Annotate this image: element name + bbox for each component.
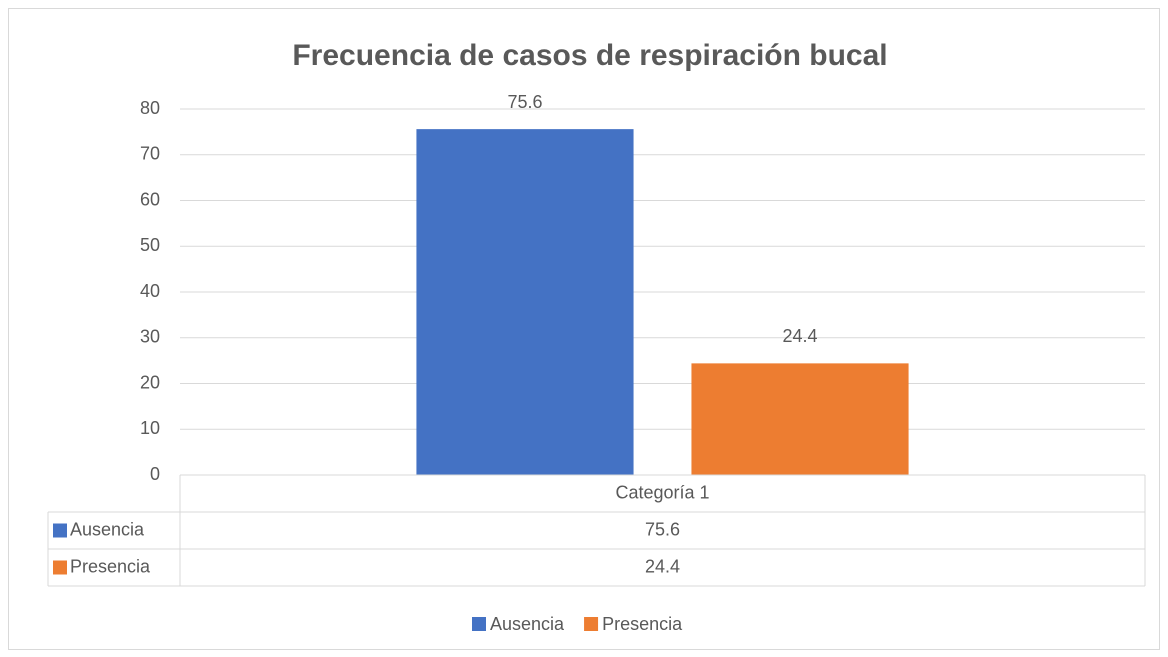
x-tick-label: Categoría 1 (615, 482, 709, 502)
chart-title: Frecuencia de casos de respiración bucal (292, 39, 887, 72)
data-label: 75.6 (507, 92, 542, 112)
table-value: 24.4 (645, 556, 680, 576)
legend-key (584, 617, 599, 631)
y-tick-label: 0 (150, 464, 160, 484)
bar (691, 363, 909, 475)
y-tick-label: 70 (140, 144, 160, 164)
legend-key (472, 617, 486, 631)
table-legend-key (53, 560, 67, 575)
y-tick-label: 40 (140, 281, 160, 301)
table-value: 75.6 (645, 519, 680, 539)
table-legend-key (53, 523, 67, 538)
table-series-name: Ausencia (70, 519, 145, 539)
y-tick-label: 20 (140, 372, 160, 392)
legend-label: Presencia (602, 614, 683, 634)
y-tick-label: 10 (140, 418, 160, 438)
data-label: 24.4 (782, 326, 817, 346)
y-tick-label: 50 (140, 235, 160, 255)
y-tick-label: 60 (140, 189, 160, 209)
legend-label: Ausencia (490, 614, 565, 634)
y-tick-label: 80 (140, 98, 160, 118)
table-series-name: Presencia (70, 556, 151, 576)
y-tick-label: 30 (140, 327, 160, 347)
bar (416, 129, 634, 475)
